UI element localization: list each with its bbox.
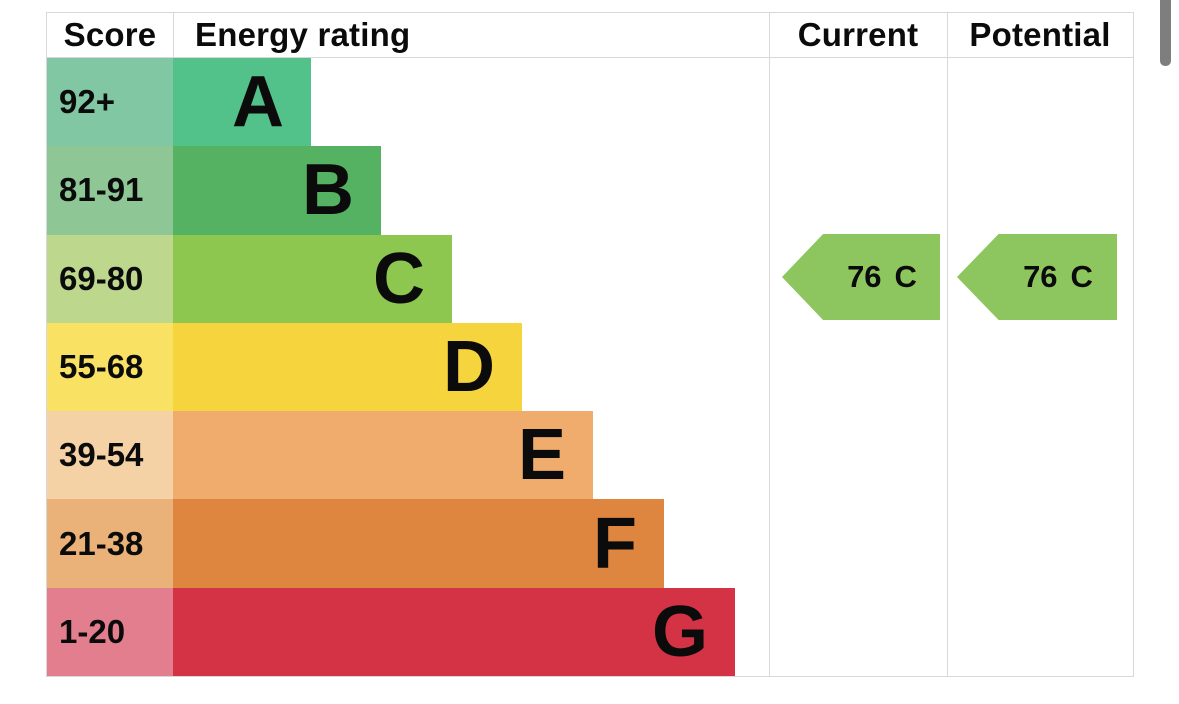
- band-row-g: 1-20 G: [47, 587, 1133, 676]
- band-letter: B: [302, 150, 354, 231]
- score-range-label: 92+: [59, 83, 115, 121]
- band-letter: E: [517, 415, 566, 496]
- rating-bar-d: D: [173, 322, 522, 412]
- divider-score-rating: [173, 13, 174, 57]
- rating-bar-g: G: [173, 587, 735, 676]
- band-letter: A: [232, 62, 284, 143]
- header-energy-rating: Energy rating: [195, 16, 411, 53]
- band-row-d: 55-68 D: [47, 322, 1133, 412]
- band-rows: 92+ A 81-91 B 69-80 C: [47, 58, 1133, 676]
- score-cell-g: 1-20: [47, 587, 173, 676]
- score-cell-b: 81-91: [47, 146, 173, 235]
- current-score-value: 76: [847, 259, 882, 294]
- header-potential: Potential: [969, 16, 1111, 53]
- band-row-b: 81-91 B: [47, 146, 1133, 235]
- band-row-f: 21-38 F: [47, 499, 1133, 588]
- score-cell-f: 21-38: [47, 499, 173, 588]
- score-cell-d: 55-68: [47, 322, 173, 412]
- potential-score-value: 76: [1023, 259, 1058, 294]
- score-range-label: 55-68: [59, 347, 144, 385]
- score-cell-a: 92+: [47, 58, 173, 147]
- epc-rating-chart: Score Energy rating Current Potential 92…: [46, 12, 1134, 677]
- band-row-e: 39-54 E: [47, 411, 1133, 500]
- band-letter: F: [593, 503, 637, 584]
- divider-current-potential: [947, 13, 948, 676]
- scrollbar-thumb[interactable]: [1160, 0, 1171, 66]
- score-range-label: 39-54: [59, 436, 144, 474]
- header-score: Score: [63, 16, 157, 53]
- band-letter: D: [443, 326, 495, 407]
- rating-bar-b: B: [173, 146, 381, 235]
- header-current: Current: [797, 16, 919, 53]
- score-range-label: 21-38: [59, 524, 144, 562]
- band-row-a: 92+ A: [47, 58, 1133, 147]
- score-range-label: 69-80: [59, 259, 144, 297]
- rating-bar-f: F: [173, 499, 664, 588]
- divider-rating-current: [769, 13, 770, 676]
- score-range-label: 81-91: [59, 171, 144, 209]
- header-underline: [47, 57, 1133, 58]
- rating-bar-e: E: [173, 411, 593, 500]
- rating-bar-a: A: [173, 58, 311, 147]
- band-letter: G: [651, 591, 708, 672]
- potential-band-letter: C: [1070, 259, 1093, 294]
- score-range-label: 1-20: [59, 612, 126, 650]
- band-letter: C: [373, 238, 425, 319]
- score-cell-e: 39-54: [47, 411, 173, 500]
- current-band-letter: C: [894, 259, 917, 294]
- rating-bar-c: C: [173, 234, 452, 323]
- band-row-c: 69-80 C: [47, 234, 1133, 323]
- score-cell-c: 69-80: [47, 234, 173, 323]
